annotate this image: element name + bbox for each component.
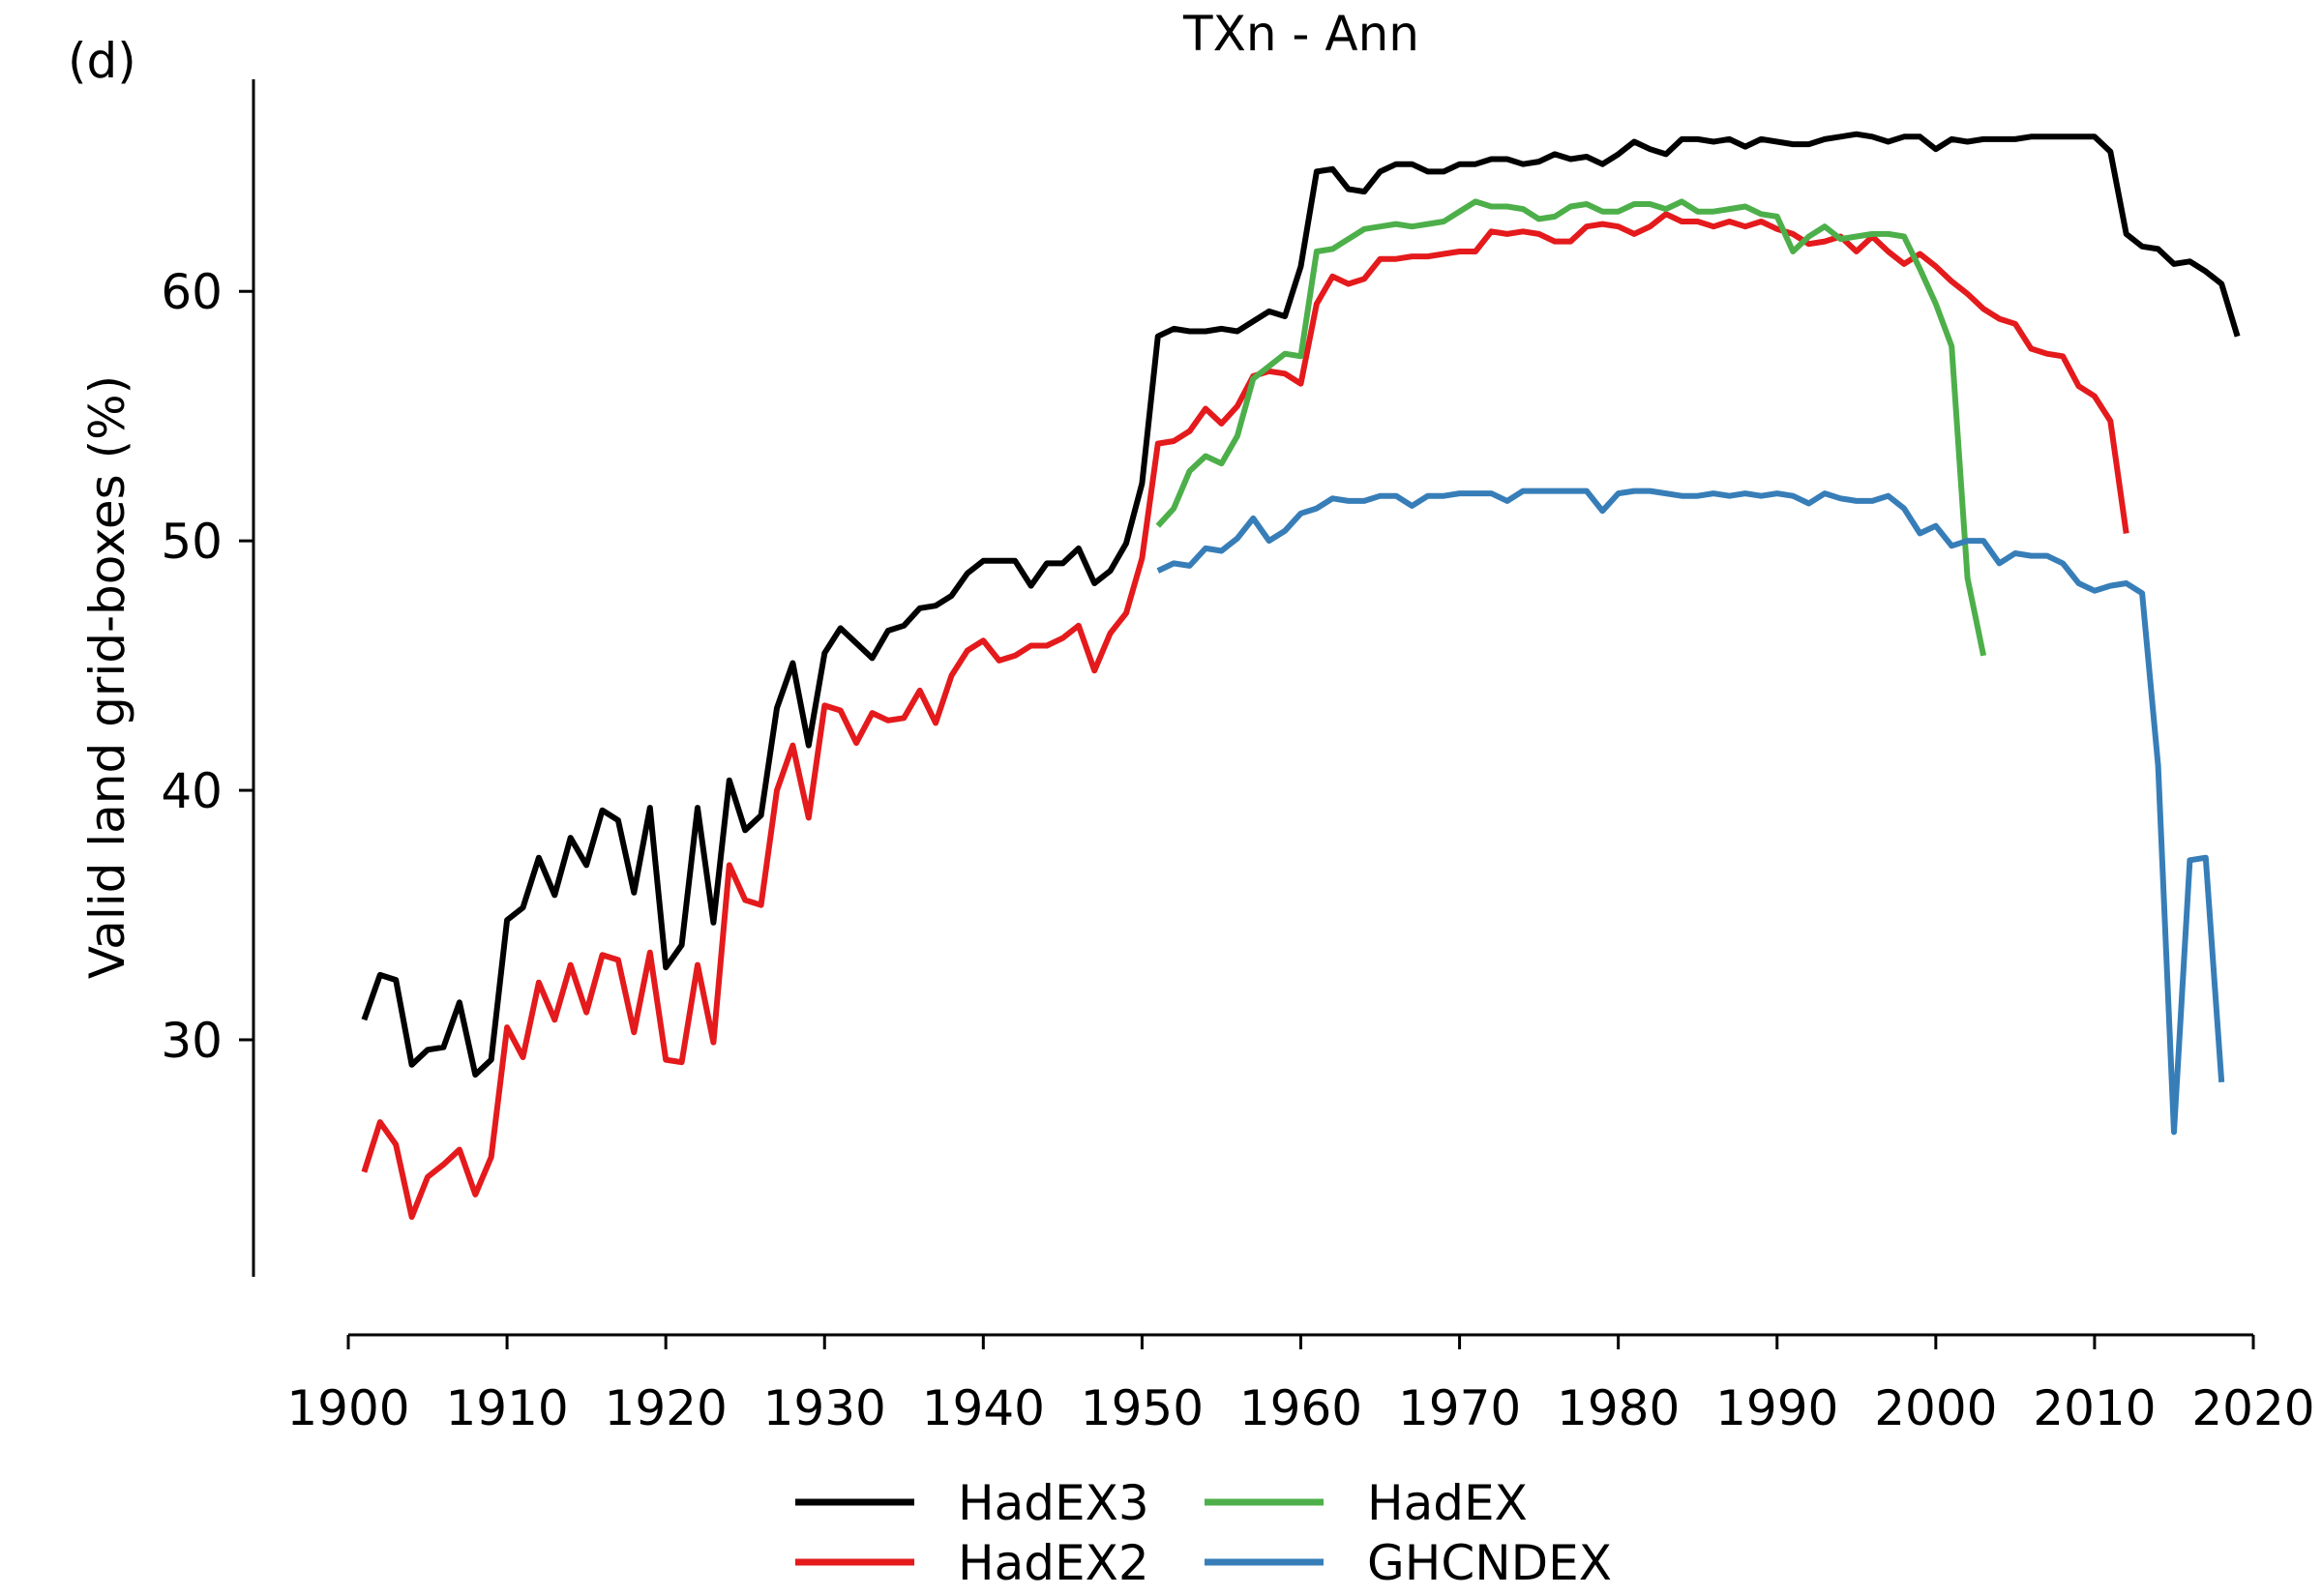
x-tick-label: 1920 <box>605 1380 728 1436</box>
x-tick-label: 1940 <box>922 1380 1045 1436</box>
y-tick-label: 40 <box>161 763 223 819</box>
x-tick-label: 1960 <box>1239 1380 1362 1436</box>
x-tick-label: 1900 <box>286 1380 409 1436</box>
x-tick-label: 2010 <box>2033 1380 2156 1436</box>
x-tick-label: 1980 <box>1557 1380 1680 1436</box>
legend-label-hadex2: HadEX2 <box>958 1535 1149 1591</box>
y-tick-label: 50 <box>161 514 223 570</box>
y-ticks: 30 40 50 60 <box>161 264 253 1069</box>
series-line-ghcndex <box>1156 488 2225 1136</box>
x-tick-label: 2020 <box>2191 1380 2314 1436</box>
legend-label-ghcndex: GHCNDEX <box>1367 1535 1612 1591</box>
chart-title: TXn - Ann <box>1182 6 1419 62</box>
legend-label-hadex: HadEX <box>1367 1475 1528 1531</box>
y-tick-label: 60 <box>161 264 223 320</box>
x-tick-label: 1930 <box>763 1380 886 1436</box>
panel-label: (d) <box>68 33 136 89</box>
x-tick-label: 1990 <box>1715 1380 1838 1436</box>
x-tick-label: 2000 <box>1874 1380 1997 1436</box>
y-axis-label: Valid land grid-boxes (%) <box>79 375 135 979</box>
x-ticks: 1900 1910 1920 1930 1940 1950 1960 1970 1980 1990… <box>286 1335 2315 1436</box>
series-line-hadex2 <box>361 211 2129 1221</box>
series-line-hadex3 <box>361 131 2241 1079</box>
x-tick-label: 1970 <box>1398 1380 1521 1436</box>
series-lines <box>361 131 2241 1221</box>
series-line-hadex <box>1155 198 1987 657</box>
x-tick-label: 1910 <box>445 1380 568 1436</box>
y-tick-label: 30 <box>161 1013 223 1069</box>
x-tick-label: 1950 <box>1081 1380 1204 1436</box>
legend-label-hadex3: HadEX3 <box>958 1475 1149 1531</box>
legend: HadEX3 HadEX2 HadEX GHCNDEX <box>795 1475 1612 1591</box>
